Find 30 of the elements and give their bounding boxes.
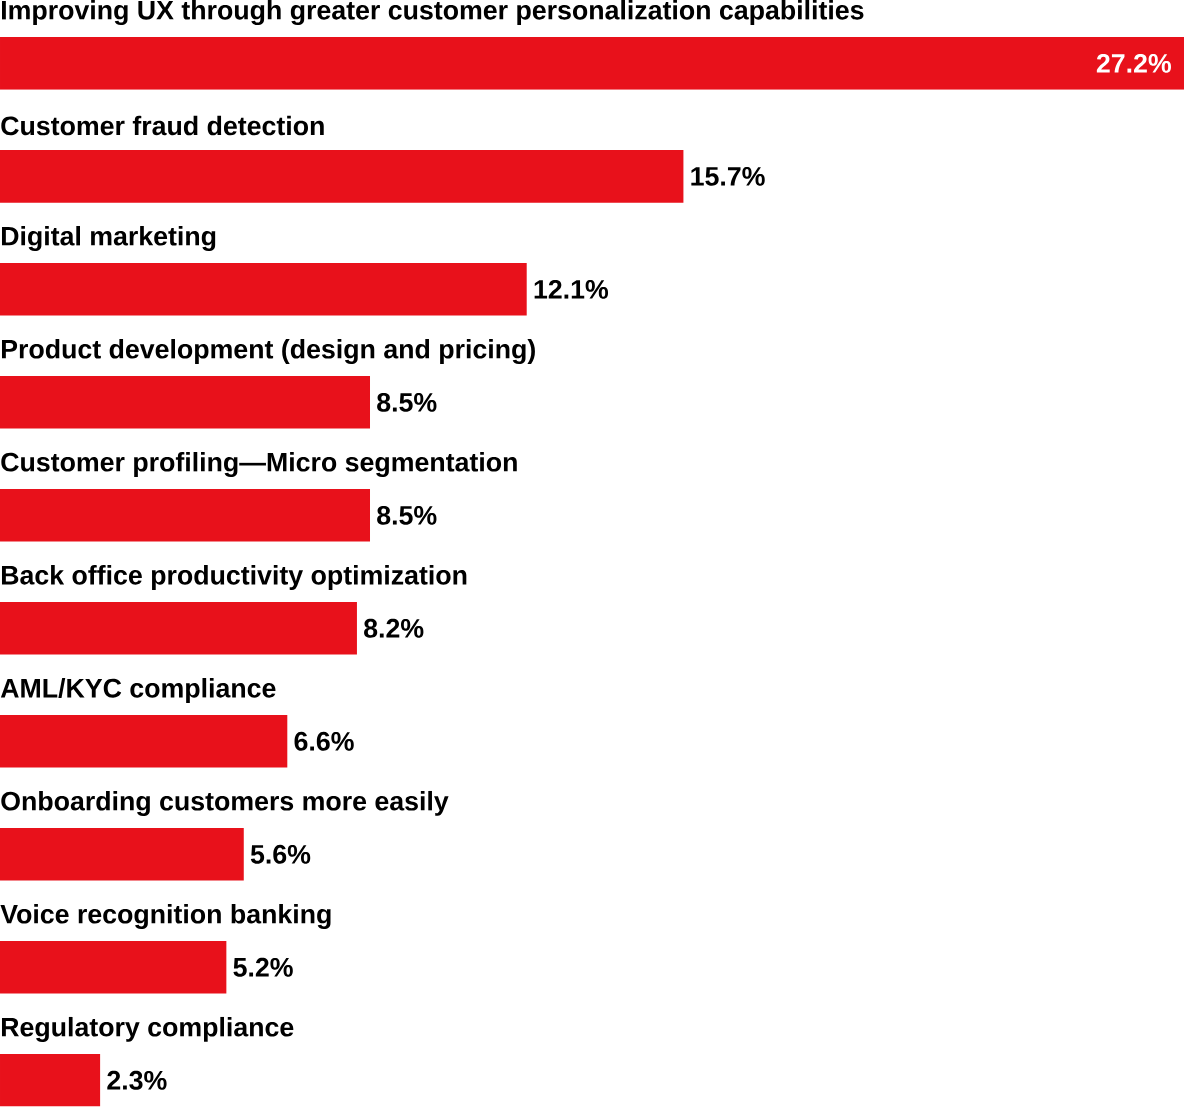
y-tick-label: Voice recognition banking <box>0 904 331 930</box>
bar <box>0 37 1184 90</box>
data-label: 5.6% <box>250 845 311 865</box>
bar <box>0 941 227 994</box>
bar <box>0 263 527 316</box>
bar <box>0 150 684 203</box>
y-tick-label: AML/KYC compliance <box>0 678 276 704</box>
y-tick-label: Regulatory compliance <box>1 1017 294 1043</box>
bar <box>0 489 370 542</box>
bar <box>0 1054 101 1107</box>
y-tick-label: Customer profiling—Micro segmentation <box>1 452 517 478</box>
y-tick-label: Digital marketing <box>1 226 216 252</box>
data-label: 5.2% <box>233 958 293 977</box>
data-label: 2.3% <box>107 1071 167 1091</box>
y-tick-label: Product development (design and pricing) <box>1 339 535 365</box>
data-label: 15.7% <box>691 167 765 187</box>
data-label: 8.5% <box>377 393 437 413</box>
bar <box>0 376 370 429</box>
y-tick-label: Customer fraud detection <box>1 115 324 136</box>
data-label: 27.2% <box>1096 54 1171 74</box>
data-label: 8.5% <box>377 506 437 526</box>
y-tick-label: Improving UX through greater customer personalization capabilities <box>1 0 864 26</box>
bar <box>0 715 288 768</box>
y-tick-label: Back office productivity optimization <box>1 565 467 591</box>
data-label: 12.1% <box>534 280 609 299</box>
bar <box>0 828 244 881</box>
y-tick-label: Onboarding customers more easily <box>1 791 449 817</box>
bar <box>0 602 357 655</box>
data-label: 6.6% <box>294 732 354 752</box>
data-label: 8.2% <box>364 619 424 639</box>
